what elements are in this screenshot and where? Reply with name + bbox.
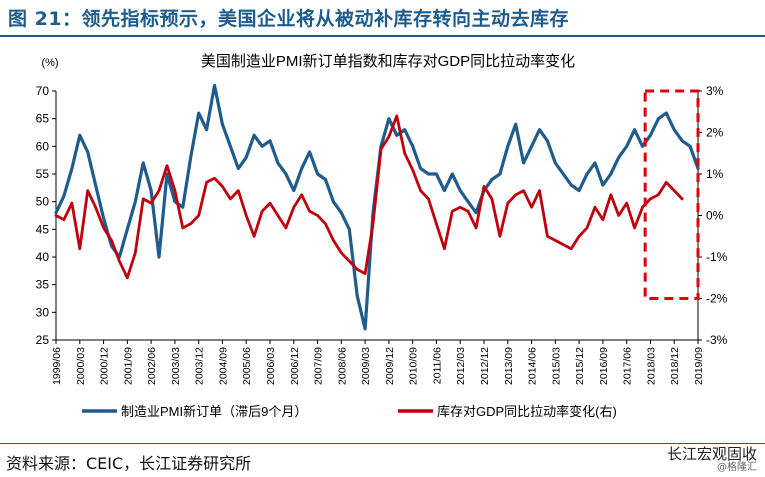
left-tick-label: 25 [36, 333, 50, 347]
x-tick-label: 2006/12 [289, 347, 301, 385]
x-tick-label: 2008/06 [336, 347, 348, 385]
x-tick-label: 2003/12 [194, 347, 206, 385]
x-tick-label: 2009/03 [360, 347, 372, 385]
x-tick-label: 2006/03 [265, 347, 277, 385]
x-tick-label: 2015/12 [574, 347, 586, 385]
x-tick-label: 2018/12 [669, 347, 681, 385]
x-tick-label: 2005/06 [241, 347, 253, 385]
left-tick-label: 60 [36, 139, 50, 153]
x-tick-label: 2018/03 [645, 347, 657, 385]
x-tick-label: 2012/12 [479, 347, 491, 385]
x-tick-label: 2016/09 [598, 347, 610, 385]
x-tick-label: 2007/09 [313, 347, 325, 385]
x-tick-label: 2015/03 [550, 347, 562, 385]
x-tick-label: 2017/06 [622, 347, 634, 385]
x-tick-label: 2012/03 [455, 347, 467, 385]
x-tick-label: 2010/09 [408, 347, 420, 385]
x-tick-label: 2014/06 [527, 347, 539, 385]
series-lines [54, 83, 700, 331]
series-line-pmi [54, 83, 700, 331]
x-tick-label: 2011/06 [431, 347, 443, 384]
x-tick-label: 2019/09 [693, 347, 705, 385]
right-tick-label: -3% [706, 333, 728, 347]
left-tick-label: 50 [36, 195, 50, 209]
right-tick-label: 0% [706, 209, 724, 223]
highlight-dashed-box [643, 89, 700, 300]
watermark-sub: @格隆汇 [717, 462, 757, 473]
legend-label-inventory: 库存对GDP同比拉动率变化(右) [437, 404, 617, 419]
x-tick-label: 2013/09 [503, 347, 515, 385]
series-line-inventory [54, 114, 684, 280]
x-tick-label: 2004/09 [217, 347, 229, 385]
left-tick-label: 70 [36, 84, 50, 98]
right-tick-label: 1% [706, 167, 724, 181]
left-tick-label: 35 [36, 278, 50, 292]
axes: 25 30 35 40 45 50 55 60 65 70 -3% -2% -1% 0% 1% 2% 3% 199… [36, 84, 728, 385]
left-tick-label: 30 [36, 305, 50, 319]
x-tick-label: 2000/12 [99, 347, 111, 385]
watermark: 长江宏观固收 @格隆汇 [667, 447, 757, 475]
right-tick-label: -2% [706, 292, 728, 306]
title-divider [0, 35, 765, 37]
x-tick-label: 1999/06 [51, 347, 63, 385]
legend-label-pmi: 制造业PMI新订单（滞后9个月） [121, 404, 307, 419]
left-tick-label: 55 [36, 167, 50, 181]
x-tick-label: 2000/03 [75, 347, 87, 385]
left-tick-label: 45 [36, 222, 50, 236]
left-tick-label: 40 [36, 250, 50, 264]
x-tick-label: 2009/12 [384, 347, 396, 385]
right-tick-label: 3% [706, 84, 724, 98]
x-tick-label: 2001/09 [122, 347, 134, 385]
source-note: 资料来源：CEIC，长江证券研究所 [6, 454, 252, 473]
chart: 美国制造业PMI新订单指数和库存对GDP同比拉动率变化 (%) 25 30 35 40… [36, 53, 728, 419]
right-tick-label: -1% [706, 250, 728, 264]
left-tick-label: 65 [36, 112, 50, 126]
footer-divider [0, 443, 765, 444]
figure-title: 图 21：领先指标预示，美国企业将从被动补库存转向主动去库存 [8, 8, 570, 30]
right-tick-label: 2% [706, 126, 724, 140]
left-axis-unit: (%) [41, 57, 58, 69]
legend: 制造业PMI新订单（滞后9个月） 库存对GDP同比拉动率变化(右) [82, 404, 617, 419]
watermark-main: 长江宏观固收 [666, 445, 757, 463]
highlight-box [643, 89, 700, 300]
x-tick-label: 2003/03 [170, 347, 182, 385]
x-tick-label: 2002/06 [146, 347, 158, 385]
chart-title: 美国制造业PMI新订单指数和库存对GDP同比拉动率变化 [201, 53, 575, 70]
